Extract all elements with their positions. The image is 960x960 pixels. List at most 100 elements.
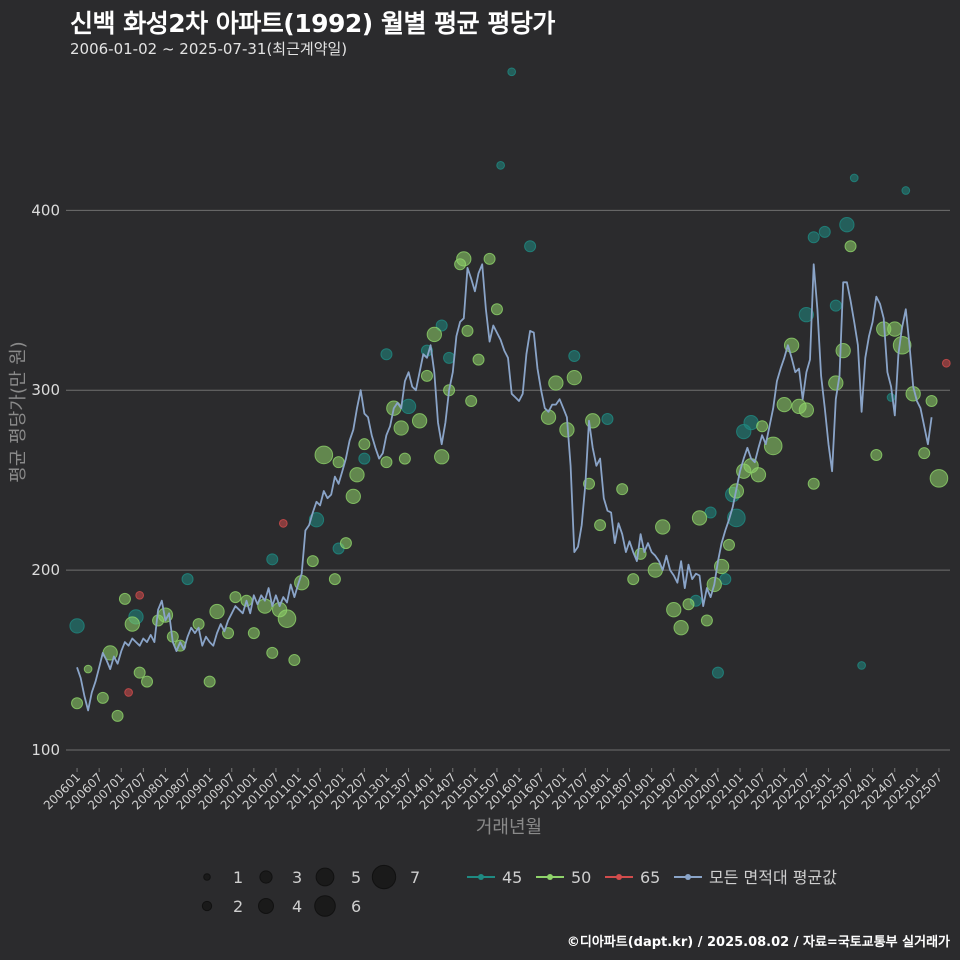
data-point-45 (829, 299, 842, 312)
data-point-50 (627, 573, 640, 586)
data-point-50 (345, 488, 361, 505)
data-point-45 (818, 225, 831, 238)
data-point-50 (277, 609, 297, 628)
data-point-45 (901, 186, 911, 195)
size-legend-label: 2 (233, 897, 243, 916)
data-point-45 (886, 393, 896, 402)
size-legend-label: 4 (292, 897, 302, 916)
data-point-50 (490, 303, 503, 316)
y-axis-label: 평균 평당가(만 원) (8, 341, 29, 482)
data-point-45 (807, 231, 820, 244)
data-point-50 (887, 321, 903, 337)
legend-series-label: 45 (502, 868, 522, 887)
data-point-50 (700, 614, 713, 627)
data-point-50 (870, 448, 883, 461)
data-point-50 (750, 467, 767, 483)
data-point-50 (835, 342, 851, 359)
data-point-45 (69, 618, 85, 634)
average-line-layer (76, 263, 933, 712)
data-point-50 (776, 396, 792, 413)
data-point-50 (118, 592, 131, 605)
data-point-50 (203, 675, 216, 688)
grid-layer (66, 209, 950, 751)
data-point-45 (798, 307, 814, 323)
chart-title: 신백 화성2차 아파트(1992) 월별 평균 평당가 (70, 9, 555, 38)
data-point-50 (456, 251, 472, 267)
size-legend-label: 3 (292, 868, 302, 887)
legend-key-dot (616, 874, 622, 880)
y-tick-label: 100 (31, 741, 60, 759)
size-legend-circle (203, 873, 211, 881)
data-point-50 (918, 447, 931, 460)
data-point-50 (666, 602, 682, 618)
data-point-45 (839, 217, 855, 233)
y-tick-label: 400 (31, 201, 60, 219)
data-point-50 (124, 616, 140, 632)
average-price-line (76, 263, 933, 712)
source-credit: ©디아파트(dapt.kr) / 2025.08.02 / 자료=국토교통부 실… (566, 935, 950, 950)
data-point-50 (306, 555, 319, 568)
data-point-50 (141, 675, 154, 688)
size-legend-circle (315, 867, 335, 887)
data-point-50 (420, 369, 433, 382)
series-legend: 45 50 65 모든 면적대 평균값 (467, 868, 837, 887)
y-tick-labels: 100 200 300 400 (31, 201, 60, 759)
size-legend-label: 1 (233, 868, 243, 887)
legend-series-label: 50 (571, 868, 591, 887)
data-point-50 (892, 335, 912, 355)
data-point-50 (691, 510, 708, 526)
data-point-45 (568, 350, 581, 363)
chart-subtitle: 2006-01-02 ~ 2025-07-31(최근계약일) (70, 40, 348, 58)
data-point-50 (209, 603, 225, 620)
data-point-45 (524, 240, 537, 253)
data-point-50 (133, 666, 146, 679)
data-point-65 (135, 590, 145, 600)
data-point-50 (585, 413, 601, 429)
data-point-50 (380, 456, 393, 469)
size-legend-circle (314, 895, 336, 917)
size-legend-label: 6 (351, 897, 361, 916)
data-point-50 (314, 445, 334, 465)
size-legend-circle (201, 900, 213, 912)
data-point-50 (828, 375, 844, 391)
data-point-45 (400, 398, 417, 415)
data-point-45 (266, 553, 279, 566)
data-point-45 (308, 512, 325, 528)
size-legend-label: 7 (410, 868, 420, 887)
legend-series-label: 65 (640, 868, 660, 887)
data-point-50 (807, 477, 820, 490)
data-point-45 (727, 508, 746, 528)
data-point-45 (507, 67, 517, 77)
data-point-45 (704, 506, 717, 519)
data-point-45 (719, 573, 732, 586)
data-point-45 (601, 413, 614, 425)
data-point-50 (673, 620, 689, 636)
data-point-50 (247, 627, 260, 640)
data-point-50 (434, 449, 450, 465)
y-tick-label: 300 (31, 381, 60, 399)
size-legend-label: 5 (351, 868, 361, 887)
data-point-50 (682, 598, 695, 611)
legend-key-dot (685, 874, 691, 880)
legend-key-dot (478, 874, 484, 880)
x-axis-label: 거래년월 (476, 817, 542, 838)
data-point-50 (844, 240, 857, 253)
data-point-45 (711, 666, 724, 679)
data-point-50 (398, 452, 411, 465)
legend-key-dot (547, 874, 553, 880)
data-point-50 (339, 537, 352, 550)
data-point-50 (96, 691, 109, 704)
data-point-50 (655, 519, 671, 535)
data-point-50 (358, 438, 371, 451)
data-point-45 (857, 661, 866, 670)
data-point-65 (124, 688, 133, 697)
data-point-50 (411, 413, 428, 429)
data-point-50 (71, 697, 84, 710)
data-point-50 (465, 395, 478, 408)
data-point-50 (288, 654, 301, 667)
x-tick-labels: 2006012006072007012007072008012008072009… (41, 768, 945, 813)
data-point-50 (461, 324, 474, 337)
data-point-50 (566, 369, 582, 386)
data-point-45 (380, 348, 393, 361)
